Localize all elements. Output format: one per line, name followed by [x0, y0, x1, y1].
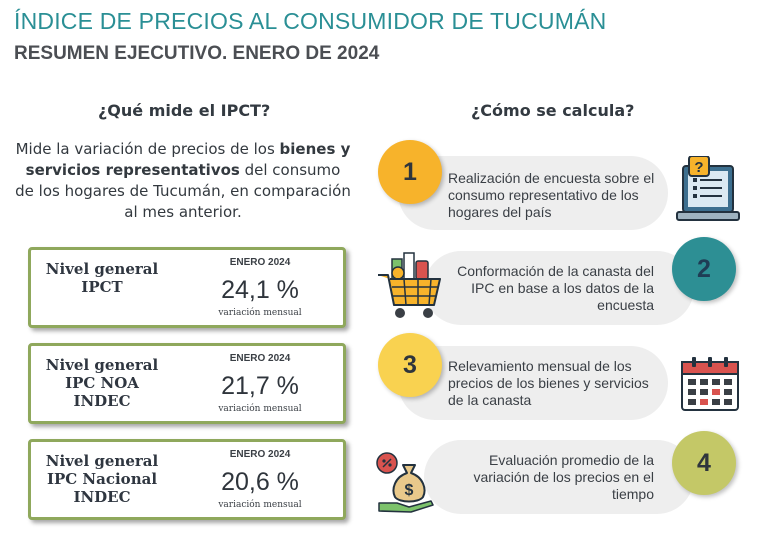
page-title: ÍNDICE DE PRECIOS AL CONSUMIDOR DE TUCUM…	[14, 8, 607, 34]
step-1-text: Realización de encuesta sobre el consumo…	[398, 156, 668, 230]
card-period: ENERO 2024	[229, 353, 291, 364]
ipc-nacional-card: Nivel general IPC Nacional INDEC ENERO 2…	[28, 439, 346, 520]
step-3-text: Relevamiento mensual de los precios de l…	[398, 346, 668, 420]
right-heading: ¿Cómo se calcula?	[471, 101, 635, 120]
money-bag-icon: $	[376, 452, 434, 513]
card-note: variación mensual	[218, 404, 302, 414]
card-label: Nivel general IPC Nacional INDEC	[45, 452, 159, 506]
step-2-text: Conformación de la canasta del IPC en ba…	[424, 251, 694, 325]
card-label: Nivel general IPCT	[45, 260, 159, 296]
card-period: ENERO 2024	[229, 449, 291, 460]
intro-text-bold: bienes y servicios representativos	[25, 140, 351, 179]
ipct-card: Nivel general IPCT ENERO 2024 24,1 % var…	[28, 247, 346, 328]
page-subtitle: RESUMEN EJECUTIVO. ENERO DE 2024	[14, 43, 380, 64]
step-2-badge: 2	[672, 237, 736, 301]
shopping-cart-icon	[378, 252, 441, 318]
card-period: ENERO 2024	[229, 257, 291, 268]
ipc-noa-card: Nivel general IPC NOA INDEC ENERO 2024 2…	[28, 343, 346, 424]
card-label: Nivel general IPC NOA INDEC	[45, 356, 159, 410]
card-value: 20,6 %	[221, 468, 299, 496]
svg-text:?: ?	[694, 159, 703, 176]
card-note: variación mensual	[218, 500, 302, 510]
intro-text-end: del consumo de los hogares de Tucumán, e…	[15, 161, 351, 221]
step-1-badge: 1	[378, 140, 442, 204]
card-value: 21,7 %	[221, 372, 299, 400]
card-note: variación mensual	[218, 308, 302, 318]
left-heading: ¿Qué mide el IPCT?	[98, 101, 271, 120]
card-value: 24,1 %	[221, 276, 299, 304]
survey-icon: ?	[676, 156, 740, 221]
calendar-icon	[681, 357, 739, 411]
step-4-badge: 4	[672, 431, 736, 495]
svg-text:$: $	[405, 482, 414, 499]
intro-text: Mide la variación de precios de los bien…	[14, 139, 352, 223]
intro-text-start: Mide la variación de precios de los	[15, 140, 280, 158]
step-3-badge: 3	[378, 333, 442, 397]
step-4-text: Evaluación promedio de la variación de l…	[424, 440, 694, 514]
